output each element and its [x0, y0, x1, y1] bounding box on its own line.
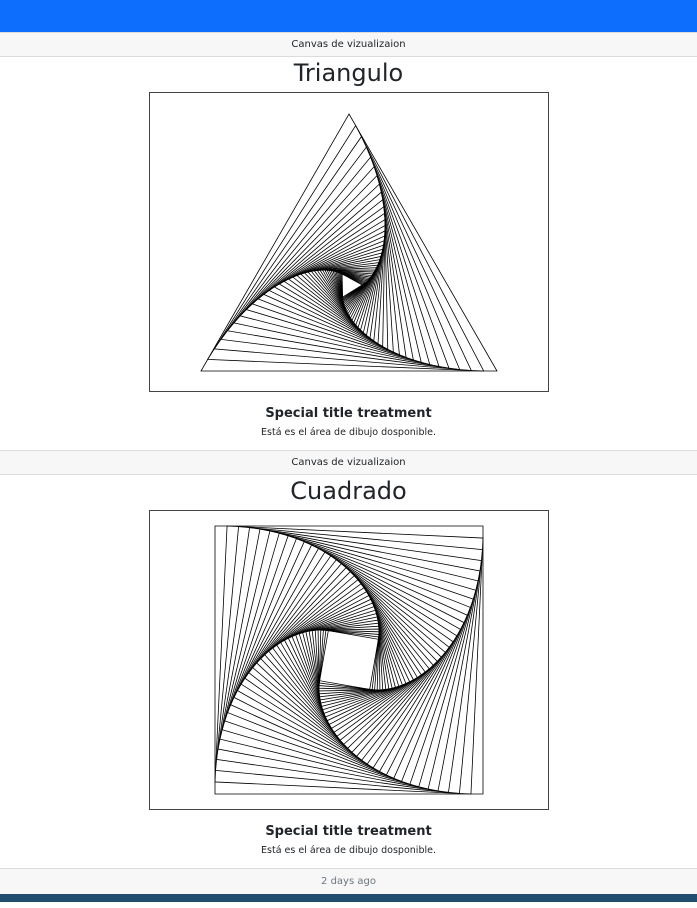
- card-header-square: Canvas de vizualizaion: [0, 450, 697, 475]
- square-line-31: [311, 622, 386, 698]
- triangle-line-0: [199, 113, 498, 372]
- square-line-19: [267, 579, 430, 741]
- card-body-triangle: Triangulo Special title treatment Está e…: [0, 57, 697, 450]
- square-line-12: [240, 551, 457, 769]
- triangle-line-24: [318, 267, 377, 319]
- triangle-line-10: [262, 206, 400, 356]
- square-description: Está es el área de dibujo dosponible.: [261, 845, 436, 856]
- square-line-1: [214, 525, 483, 795]
- triangle-line-14: [282, 230, 385, 345]
- triangle-line-21: [310, 259, 380, 326]
- triangle-line-23: [316, 264, 378, 322]
- square-line-32: [314, 625, 383, 695]
- square-drawing: [214, 525, 483, 795]
- square-line-33: [317, 628, 380, 692]
- square-line-24: [287, 598, 410, 722]
- triangle-line-19: [303, 252, 382, 331]
- square-line-37: [318, 630, 379, 690]
- square-line-5: [218, 530, 479, 790]
- triangle-line-36: [340, 272, 364, 299]
- square-line-27: [298, 609, 399, 711]
- triangle-line-3: [219, 146, 460, 370]
- square-line-28: [301, 613, 396, 707]
- triangle-title: Triangulo: [293, 59, 404, 87]
- square-line-35: [318, 629, 379, 691]
- triangle-line-37: [341, 273, 363, 298]
- square-line-21: [275, 587, 422, 733]
- triangle-line-20: [306, 255, 381, 329]
- triangle-line-34: [337, 271, 366, 302]
- square-line-14: [247, 559, 450, 761]
- square-line-2: [214, 526, 483, 794]
- triangle-description: Está es el área de dibujo dosponible.: [261, 427, 436, 438]
- triangle-line-4: [226, 156, 450, 369]
- square-line-18: [263, 575, 434, 745]
- square-line-6: [221, 532, 476, 788]
- square-line-9: [229, 541, 468, 779]
- card-header-text: Canvas de vizualizaion: [291, 457, 406, 468]
- square-line-26: [294, 606, 403, 714]
- square-line-36: [318, 629, 379, 691]
- triangle-line-6: [238, 174, 430, 366]
- triangle-line-7: [245, 183, 422, 363]
- square-line-34: [318, 629, 379, 691]
- square-line-20: [271, 583, 426, 737]
- top-navbar: [0, 0, 697, 32]
- triangle-line-17: [295, 244, 384, 337]
- square-line-25: [291, 602, 406, 718]
- square-subtitle: Special title treatment: [265, 824, 432, 839]
- triangle-line-28: [328, 269, 373, 311]
- square-line-30: [308, 619, 389, 701]
- square-title: Cuadrado: [290, 477, 407, 505]
- triangle-line-31: [333, 270, 369, 306]
- bottom-bar: [0, 894, 697, 902]
- footer-timestamp: 2 days ago: [321, 876, 376, 887]
- triangle-line-12: [273, 218, 388, 350]
- triangle-line-33: [336, 271, 367, 303]
- card-header-text: Canvas de vizualizaion: [291, 39, 406, 50]
- square-line-11: [236, 547, 461, 773]
- square-line-4: [217, 528, 480, 792]
- square-canvas: [148, 510, 549, 810]
- square-line-0: [214, 525, 483, 795]
- triangle-line-15: [287, 235, 385, 342]
- square-line-8: [226, 538, 471, 782]
- square-line-22: [279, 591, 418, 729]
- triangle-line-8: [251, 191, 414, 361]
- triangle-line-30: [331, 270, 370, 308]
- card-footer: 2 days ago: [0, 868, 697, 894]
- triangle-line-9: [256, 198, 407, 359]
- triangle-line-26: [323, 269, 375, 315]
- triangle-line-2: [213, 135, 472, 371]
- triangle-line-32: [335, 271, 368, 305]
- triangle-line-27: [326, 269, 374, 313]
- triangle-line-18: [299, 248, 383, 334]
- card-header-triangle: Canvas de vizualizaion: [0, 32, 697, 57]
- triangle-line-11: [267, 212, 394, 353]
- square-line-15: [251, 563, 446, 757]
- triangle-line-25: [321, 269, 376, 317]
- square-line-23: [283, 595, 414, 725]
- square-line-10: [232, 544, 465, 776]
- triangle-line-22: [313, 262, 379, 324]
- triangle-line-5: [232, 165, 440, 368]
- triangle-line-16: [291, 240, 385, 339]
- triangle-line-29: [330, 270, 371, 309]
- square-line-13: [243, 555, 454, 765]
- triangle-line-35: [339, 272, 365, 301]
- square-line-17: [259, 571, 438, 749]
- square-line-7: [223, 535, 474, 785]
- triangle-subtitle: Special title treatment: [265, 406, 432, 421]
- triangle-canvas: [148, 92, 549, 392]
- triangle-drawing: [199, 113, 498, 372]
- triangle-line-13: [278, 224, 385, 348]
- card-body-square: Cuadrado Special title treatment Está es…: [0, 475, 697, 868]
- square-line-3: [215, 527, 482, 793]
- square-line-16: [255, 567, 442, 753]
- triangle-line-1: [206, 124, 484, 372]
- square-line-29: [304, 616, 393, 704]
